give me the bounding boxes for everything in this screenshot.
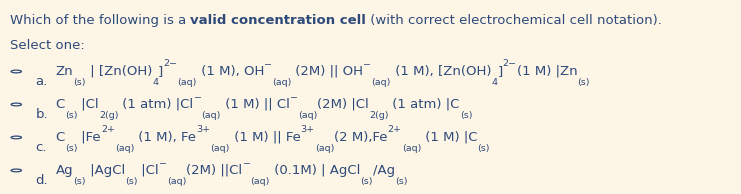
Text: (s): (s) bbox=[64, 111, 77, 120]
Text: −: − bbox=[193, 92, 202, 101]
Text: (aq): (aq) bbox=[210, 144, 230, 153]
Text: | [Zn(OH): | [Zn(OH) bbox=[86, 65, 152, 78]
Text: (s): (s) bbox=[395, 177, 408, 186]
Text: (s): (s) bbox=[360, 177, 373, 186]
Text: (s): (s) bbox=[460, 111, 472, 120]
Text: (1 M) |C: (1 M) |C bbox=[421, 131, 478, 144]
Text: |Cl: |Cl bbox=[77, 98, 99, 111]
Text: 3+: 3+ bbox=[301, 125, 315, 134]
Text: (s): (s) bbox=[125, 177, 137, 186]
Text: C: C bbox=[56, 98, 64, 111]
Text: |Cl: |Cl bbox=[137, 164, 159, 177]
Text: 3+: 3+ bbox=[196, 125, 210, 134]
Text: −: − bbox=[242, 158, 250, 167]
Text: (2M) |Cl: (2M) |Cl bbox=[317, 98, 369, 111]
Text: |AgCl: |AgCl bbox=[86, 164, 125, 177]
Text: (aq): (aq) bbox=[202, 111, 221, 120]
Text: 2+: 2+ bbox=[388, 125, 402, 134]
Text: (1 M), [Zn(OH): (1 M), [Zn(OH) bbox=[391, 65, 491, 78]
Text: (aq): (aq) bbox=[371, 78, 391, 87]
Text: (2 M),Fe: (2 M),Fe bbox=[334, 131, 388, 144]
Text: −: − bbox=[290, 92, 298, 101]
Text: (s): (s) bbox=[73, 177, 86, 186]
Text: (s): (s) bbox=[577, 78, 590, 87]
Text: (s): (s) bbox=[64, 144, 77, 153]
Text: (1 M) |Zn: (1 M) |Zn bbox=[516, 65, 577, 78]
Text: /Ag: /Ag bbox=[373, 164, 395, 177]
Text: 2−: 2− bbox=[502, 59, 516, 68]
Text: (aq): (aq) bbox=[250, 177, 270, 186]
Text: (aq): (aq) bbox=[167, 177, 187, 186]
Text: (0.1M) | AgCl: (0.1M) | AgCl bbox=[270, 164, 360, 177]
Text: (1 M), OH: (1 M), OH bbox=[196, 65, 264, 78]
Text: (s): (s) bbox=[478, 144, 490, 153]
Text: −: − bbox=[159, 158, 167, 167]
Text: c.: c. bbox=[36, 141, 47, 154]
Text: 2(g): 2(g) bbox=[369, 111, 388, 120]
Text: (1 M) || Fe: (1 M) || Fe bbox=[230, 131, 301, 144]
Text: (1 atm) |Cl: (1 atm) |Cl bbox=[119, 98, 193, 111]
Text: (s): (s) bbox=[73, 78, 86, 87]
Text: (aq): (aq) bbox=[272, 78, 291, 87]
Text: 4: 4 bbox=[152, 78, 158, 87]
Text: (2M) || OH: (2M) || OH bbox=[291, 65, 363, 78]
Text: 2(g): 2(g) bbox=[99, 111, 119, 120]
Text: ]: ] bbox=[158, 65, 163, 78]
Text: b.: b. bbox=[36, 108, 48, 121]
Text: (aq): (aq) bbox=[315, 144, 334, 153]
Text: (aq): (aq) bbox=[177, 78, 196, 87]
Text: 2−: 2− bbox=[163, 59, 177, 68]
Text: (aq): (aq) bbox=[402, 144, 421, 153]
Text: (aq): (aq) bbox=[115, 144, 134, 153]
Text: valid concentration cell: valid concentration cell bbox=[190, 14, 366, 27]
Text: (1 M), Fe: (1 M), Fe bbox=[134, 131, 196, 144]
Text: a.: a. bbox=[36, 75, 48, 88]
Text: (aq): (aq) bbox=[298, 111, 317, 120]
Text: (2M) ||Cl: (2M) ||Cl bbox=[187, 164, 242, 177]
Text: (1 atm) |C: (1 atm) |C bbox=[388, 98, 460, 111]
Text: 4: 4 bbox=[491, 78, 497, 87]
Text: (with correct electrochemical cell notation).: (with correct electrochemical cell notat… bbox=[366, 14, 662, 27]
Text: 2+: 2+ bbox=[101, 125, 115, 134]
Text: d.: d. bbox=[36, 174, 48, 187]
Text: −: − bbox=[363, 59, 371, 68]
Text: Ag: Ag bbox=[56, 164, 73, 177]
Text: (1 M) || Cl: (1 M) || Cl bbox=[221, 98, 290, 111]
Text: |Fe: |Fe bbox=[77, 131, 101, 144]
Text: −: − bbox=[264, 59, 272, 68]
Text: C: C bbox=[56, 131, 64, 144]
Text: ]: ] bbox=[497, 65, 502, 78]
Text: Zn: Zn bbox=[56, 65, 73, 78]
Text: Select one:: Select one: bbox=[10, 39, 84, 52]
Text: Which of the following is a: Which of the following is a bbox=[10, 14, 190, 27]
